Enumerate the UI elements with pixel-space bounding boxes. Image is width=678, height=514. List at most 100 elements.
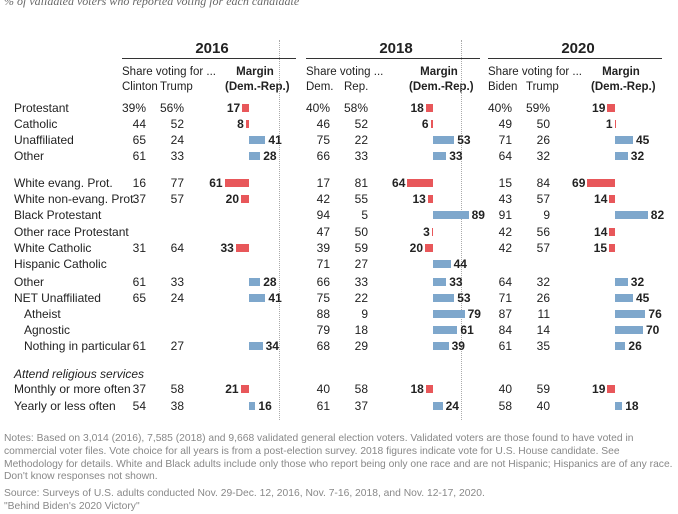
margin-value: 69 xyxy=(572,176,586,190)
row-label: Yearly or less often xyxy=(14,399,116,413)
rep-share-value: 11 xyxy=(537,307,550,321)
margin-value: 18 xyxy=(410,382,424,396)
margin-bar xyxy=(245,120,249,128)
rep-share-value: 50 xyxy=(354,225,368,239)
margin-value: 19 xyxy=(592,101,606,115)
margin-value: 26 xyxy=(628,339,642,353)
dem-share-value: 42 xyxy=(498,225,512,239)
dem-share-value: 88 xyxy=(316,307,330,321)
dem-share-value: 49 xyxy=(498,117,512,131)
panel-year-2016: 2016 xyxy=(195,40,229,57)
report-title: "Behind Biden's 2020 Victory" xyxy=(4,501,140,512)
dem-share-value: 87 xyxy=(498,307,512,321)
margin-bar xyxy=(615,211,648,219)
dem-share-value: 37 xyxy=(132,382,146,396)
rep-share-value: 50 xyxy=(536,117,550,131)
margin-value: 13 xyxy=(412,192,426,206)
margin-value: 34 xyxy=(265,339,279,353)
rep-share-value: 9 xyxy=(361,307,368,321)
margin-bar xyxy=(242,104,249,112)
dem-share-value: 64 xyxy=(498,275,512,289)
dem-share-value: 61 xyxy=(132,149,146,163)
dem-share-value: 31 xyxy=(132,241,146,255)
margin-value: 20 xyxy=(409,241,423,255)
margin-bar xyxy=(249,278,261,286)
row-label: NET Unaffiliated xyxy=(14,291,101,305)
margin-value: 70 xyxy=(646,323,660,337)
chart-source: Source: Surveys of U.S. adults conducted… xyxy=(4,488,485,499)
margin-bar xyxy=(433,260,451,268)
row-label: Agnostic xyxy=(24,323,71,337)
margin-bar xyxy=(235,244,249,252)
rep-share-value: 81 xyxy=(354,176,368,190)
margin-value: 89 xyxy=(471,208,485,222)
row-label: White non-evang. Prot. xyxy=(14,192,137,206)
row-label: Hispanic Catholic xyxy=(14,257,107,271)
margin-bar xyxy=(615,152,628,160)
share-label-2016: Share voting for ... xyxy=(122,66,216,78)
rep-share-value: 52 xyxy=(354,117,368,131)
margin-value: 28 xyxy=(263,149,277,163)
rep-share-value: 55 xyxy=(354,192,368,206)
margin-value: 53 xyxy=(457,133,471,147)
row-label: Nothing in particular xyxy=(24,339,131,353)
margin-label-2020: Margin xyxy=(602,66,640,78)
rep-share-value: 35 xyxy=(536,339,550,353)
margin-bar xyxy=(249,402,256,410)
dem-share-value: 17 xyxy=(316,176,330,190)
panel-year-2018: 2018 xyxy=(379,40,413,57)
dem-share-value: 37 xyxy=(132,192,146,206)
margin-value: 28 xyxy=(263,275,277,289)
dem-share-value: 58 xyxy=(498,399,512,413)
dem-share-value: 47 xyxy=(316,225,330,239)
margin-value: 14 xyxy=(594,192,608,206)
dem-share-value: 39% xyxy=(121,101,146,115)
rep-share-value: 57 xyxy=(536,241,550,255)
dem-label-2020: Biden xyxy=(488,81,518,93)
dem-share-value: 94 xyxy=(316,208,330,222)
margin-bar xyxy=(427,195,433,203)
rep-share-value: 33 xyxy=(170,275,184,289)
share-label-2018: Share voting ... xyxy=(306,66,384,78)
dem-share-value: 61 xyxy=(132,275,146,289)
rep-share-value: 52 xyxy=(170,117,184,131)
margin-bar xyxy=(425,385,433,393)
margin-value: 18 xyxy=(625,399,639,413)
rep-share-value: 26 xyxy=(536,291,550,305)
chart-subtitle: % of validated voters who reported votin… xyxy=(4,0,300,8)
margin-bar xyxy=(425,104,433,112)
margin-value: 18 xyxy=(410,101,424,115)
dem-share-value: 75 xyxy=(316,291,330,305)
rep-share-value: 58% xyxy=(343,101,368,115)
rep-share-value: 33 xyxy=(170,149,184,163)
dem-label-2018: Dem. xyxy=(306,81,334,93)
margin-bar xyxy=(249,136,266,144)
dem-share-value: 84 xyxy=(498,323,512,337)
row-label: Other race Protestant xyxy=(14,225,129,239)
rep-share-value: 27 xyxy=(170,339,184,353)
rep-share-value: 59 xyxy=(536,382,550,396)
margin-bar xyxy=(433,326,458,334)
row-label: White evang. Prot. xyxy=(14,176,113,190)
margin-value: 21 xyxy=(225,382,239,396)
dem-share-value: 65 xyxy=(132,291,146,305)
dem-share-value: 40 xyxy=(316,382,330,396)
margin-value: 20 xyxy=(225,192,239,206)
dem-share-value: 66 xyxy=(316,275,330,289)
margin-value: 61 xyxy=(460,323,474,337)
row-label: Black Protestant xyxy=(14,208,102,222)
margin-bar xyxy=(615,326,643,334)
margin-value: 32 xyxy=(630,275,645,289)
rep-share-value: 27 xyxy=(354,257,368,271)
dem-share-value: 66 xyxy=(316,149,330,163)
margin-value: 41 xyxy=(268,133,282,147)
margin-bar xyxy=(240,385,249,393)
margin-bar xyxy=(615,136,633,144)
rep-share-value: 64 xyxy=(170,241,184,255)
margin-value: 41 xyxy=(268,291,282,305)
dem-share-value: 91 xyxy=(498,208,512,222)
section-label-attendance: Attend religious services xyxy=(14,367,145,381)
panel-rule-2020 xyxy=(488,58,662,59)
dem-share-value: 61 xyxy=(498,339,512,353)
margin-value: 33 xyxy=(220,241,234,255)
